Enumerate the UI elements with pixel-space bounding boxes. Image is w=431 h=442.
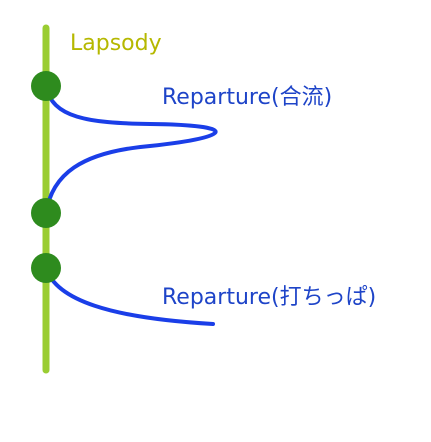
merge-branch-label: Reparture(合流) xyxy=(162,85,333,110)
merge-point-node xyxy=(31,198,61,228)
branch-point-node xyxy=(31,253,61,283)
dangling-branch-label: Reparture(打ちっぱ) xyxy=(162,285,377,310)
merge-branch-curve xyxy=(44,84,218,215)
main-line-label: Lapsody xyxy=(70,31,162,56)
branch-point-node xyxy=(31,71,61,101)
